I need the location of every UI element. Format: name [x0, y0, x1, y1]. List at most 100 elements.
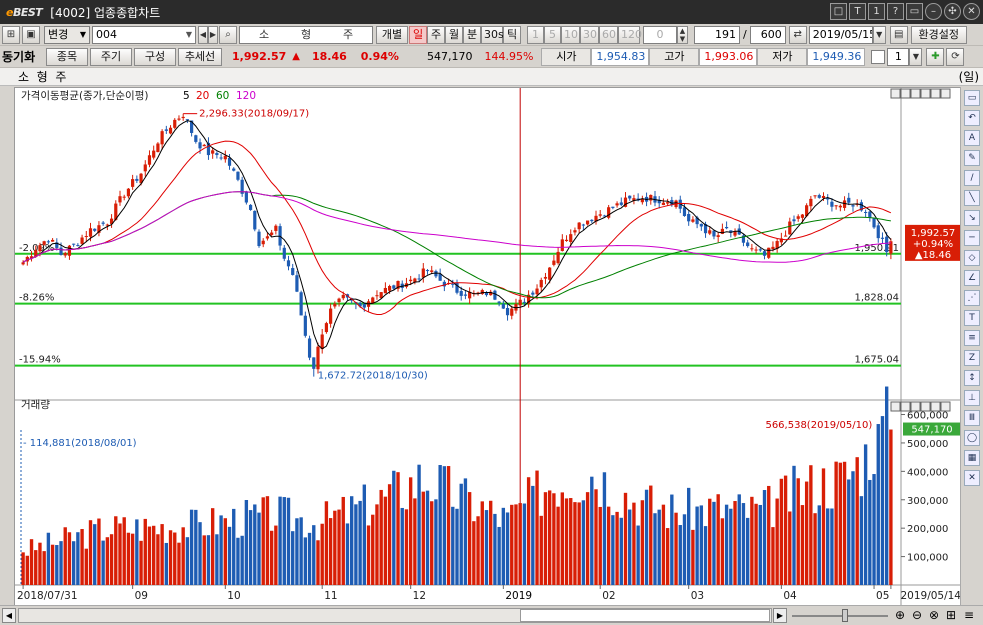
- fit-icon[interactable]: ⊞: [946, 608, 957, 622]
- fibonacci-icon[interactable]: ≡: [964, 330, 980, 346]
- settings-button[interactable]: 환경설정: [910, 25, 967, 44]
- zoom-reset-icon[interactable]: ⊗: [929, 608, 940, 622]
- volume-bar: [274, 525, 278, 585]
- pane-control-icon[interactable]: [910, 401, 921, 412]
- cycle-icon[interactable]: Ⅲ: [964, 410, 980, 426]
- line-tool-icon[interactable]: /: [964, 170, 980, 186]
- zoom-slider[interactable]: [792, 615, 888, 617]
- period-tick-button[interactable]: 틱: [503, 25, 521, 44]
- sector-code-input[interactable]: 004 ▼: [92, 25, 196, 44]
- channel-icon[interactable]: ◇: [964, 250, 980, 266]
- gann-icon[interactable]: ⊥: [964, 390, 980, 406]
- candle-body: [286, 260, 291, 267]
- chart-svg[interactable]: -2.09% 1,950.91 -8.26% 1,828.04 -15.94% 1,675…: [15, 88, 961, 606]
- one-icon[interactable]: 1: [868, 3, 885, 20]
- screen-icon[interactable]: ▣: [22, 25, 40, 44]
- eraser-icon[interactable]: ✎: [964, 150, 980, 166]
- pane-control-icon[interactable]: [900, 401, 911, 412]
- ellipse-icon[interactable]: ◯: [964, 430, 980, 446]
- pane-control-icon[interactable]: [930, 88, 941, 99]
- display-count-input[interactable]: 191: [694, 25, 740, 44]
- interval-60-button[interactable]: 60: [599, 25, 618, 44]
- next-icon[interactable]: ▶: [208, 25, 218, 44]
- search-icon[interactable]: ⌕: [219, 25, 237, 44]
- individual-button[interactable]: 개별: [376, 25, 408, 44]
- horizontal-line-icon[interactable]: ─: [964, 230, 980, 246]
- pane-control-icon[interactable]: [930, 401, 941, 412]
- pane-control-icon[interactable]: [940, 401, 951, 412]
- pane-control-icon[interactable]: [890, 401, 901, 412]
- volume-bar: [396, 472, 400, 585]
- layout-icon[interactable]: ⊞: [2, 25, 20, 44]
- trendline-button[interactable]: 추세선: [178, 47, 222, 66]
- minimize-icon[interactable]: –: [925, 3, 942, 20]
- interval-10-button[interactable]: 10: [561, 25, 580, 44]
- period-button[interactable]: 주기: [90, 47, 132, 66]
- candle-body: [21, 262, 25, 265]
- pane-control-icon[interactable]: [900, 88, 911, 99]
- zigzag-icon[interactable]: Z: [964, 350, 980, 366]
- period-month-button[interactable]: 월: [445, 25, 463, 44]
- candle-body: [253, 210, 257, 230]
- scroll-bar[interactable]: ◀ ▶ ⊕ ⊖ ⊗ ⊞ ≡: [0, 605, 983, 625]
- save-icon[interactable]: ▤: [889, 25, 908, 44]
- zoom-in-icon[interactable]: ⊕: [895, 608, 906, 622]
- fan-icon[interactable]: ⋰: [964, 290, 980, 306]
- grid-icon[interactable]: ▦: [964, 450, 980, 466]
- candle-body: [842, 200, 847, 208]
- swap-icon[interactable]: ⇄: [788, 25, 807, 44]
- undo-tool-icon[interactable]: ↶: [964, 110, 980, 126]
- pane-control-icon[interactable]: [920, 401, 931, 412]
- cross-icon[interactable]: ✕: [964, 470, 980, 486]
- help-icon[interactable]: ?: [887, 3, 904, 20]
- add-icon[interactable]: ✚: [926, 47, 945, 66]
- minimize-box-icon[interactable]: □: [830, 3, 847, 20]
- chart-area[interactable]: -2.09% 1,950.91 -8.26% 1,828.04 -15.94% 1,675…: [14, 87, 961, 606]
- volume-bar: [636, 525, 640, 585]
- period-minute-button[interactable]: 분: [463, 25, 481, 44]
- text-tool-icon[interactable]: T: [964, 310, 980, 326]
- pane-control-icon[interactable]: [910, 88, 921, 99]
- scroll-thumb[interactable]: [520, 609, 770, 622]
- interval-input[interactable]: 0: [643, 25, 677, 44]
- zoom-slider-handle[interactable]: [842, 609, 848, 622]
- spin-value-input[interactable]: 1: [887, 47, 910, 66]
- zoom-out-icon[interactable]: ⊖: [912, 608, 923, 622]
- interval-1-button[interactable]: 1: [527, 25, 544, 44]
- checkbox[interactable]: [871, 49, 886, 64]
- calendar-icon[interactable]: ▼: [872, 25, 886, 44]
- period-week-button[interactable]: 주: [427, 25, 445, 44]
- refresh-icon[interactable]: ⟳: [946, 47, 965, 66]
- measure-icon[interactable]: ↕: [964, 370, 980, 386]
- scroll-right-icon[interactable]: ▶: [773, 608, 787, 623]
- select-tool-icon[interactable]: ▭: [964, 90, 980, 106]
- period-30s-button[interactable]: 30s: [481, 25, 504, 44]
- erase-all-icon[interactable]: A: [964, 130, 980, 146]
- close-icon[interactable]: ✕: [963, 3, 980, 20]
- date-picker[interactable]: 2019/05/15: [808, 25, 873, 44]
- interval-30-button[interactable]: 30: [580, 25, 599, 44]
- candle-body: [164, 129, 168, 131]
- menu-icon[interactable]: ≡: [964, 608, 975, 622]
- interval-120-button[interactable]: 120: [618, 25, 642, 44]
- pane-control-icon[interactable]: [920, 88, 931, 99]
- total-count-input[interactable]: 600: [749, 25, 786, 44]
- move-icon[interactable]: ✣: [944, 3, 961, 20]
- restore-icon[interactable]: ▭: [906, 3, 923, 20]
- spin-icon[interactable]: ▲ ▼: [677, 25, 688, 44]
- mode-select[interactable]: 변경 ▼: [44, 25, 90, 44]
- trend-line-icon[interactable]: ╲: [964, 190, 980, 206]
- pane-control-icon[interactable]: [940, 88, 951, 99]
- chevron-down-icon[interactable]: ▼: [909, 47, 923, 66]
- period-day-button[interactable]: 일: [409, 25, 427, 44]
- angle-icon[interactable]: ∠: [964, 270, 980, 286]
- pin-icon[interactable]: T: [849, 3, 866, 20]
- volume-bar: [189, 509, 194, 585]
- prev-icon[interactable]: ◀: [198, 25, 208, 44]
- pane-control-icon[interactable]: [890, 88, 901, 99]
- stock-button[interactable]: 종목: [46, 47, 88, 66]
- compose-button[interactable]: 구성: [134, 47, 176, 66]
- interval-5-button[interactable]: 5: [544, 25, 561, 44]
- arrow-line-icon[interactable]: ↘: [964, 210, 980, 226]
- scroll-left-icon[interactable]: ◀: [2, 608, 16, 623]
